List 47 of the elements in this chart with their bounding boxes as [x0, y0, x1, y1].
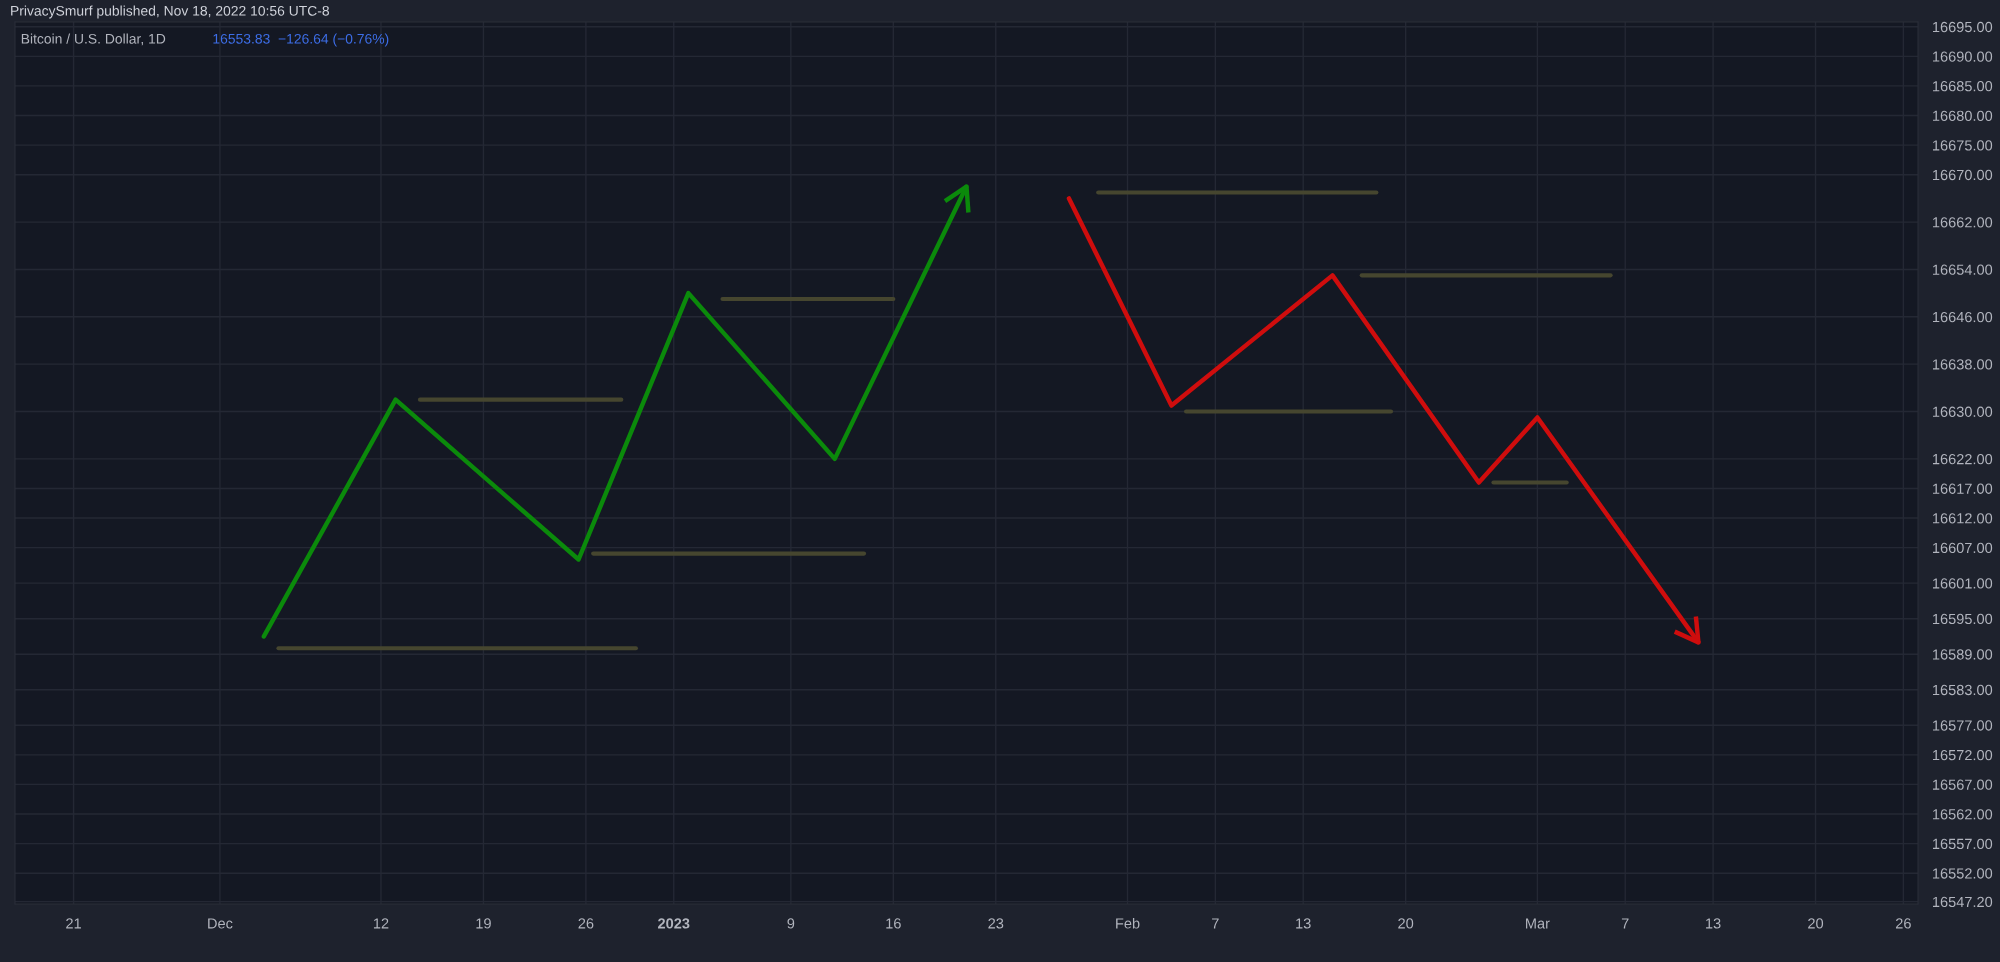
x-tick-label: 9: [787, 918, 795, 929]
x-tick-label: 7: [1212, 918, 1219, 929]
x-tick-label: 19: [476, 918, 491, 929]
x-tick-label: 13: [1296, 918, 1311, 929]
y-tick-label: 16601.00: [1933, 578, 1993, 589]
x-tick-label: 13: [1706, 918, 1721, 929]
y-tick-label: 16622.00: [1933, 453, 1993, 465]
y-tick-label: 16680.00: [1933, 110, 1993, 121]
y-tick-label: 16552.00: [1933, 868, 1993, 879]
y-tick-label: 16577.00: [1933, 720, 1993, 731]
y-tick-label: 16695.00: [1933, 21, 1993, 33]
chart-title: PrivacySmurf published, Nov 18, 2022 10:56 UTC-8: [11, 5, 329, 19]
y-tick-label: 16595.00: [1933, 613, 1993, 625]
x-tick-label: Dec: [208, 918, 233, 929]
y-tick-label: 16562.00: [1933, 809, 1993, 820]
x-tick-label: 23: [988, 918, 1004, 929]
y-tick-label: 16646.00: [1933, 311, 1993, 323]
y-tick-label: 16547.20: [1933, 896, 1993, 908]
x-tick-label: 7: [1621, 918, 1629, 929]
y-tick-label: 16675.00: [1933, 140, 1993, 151]
y-tick-label: 16572.00: [1933, 749, 1993, 761]
text: Bitcoin / U.S. Dollar, 1D: [21, 33, 166, 46]
y-tick-label: 16690.00: [1933, 51, 1993, 62]
y-tick-label: 16654.00: [1933, 264, 1993, 275]
y-tick-label: 16557.00: [1933, 838, 1993, 850]
x-tick-label: Feb: [1116, 917, 1140, 929]
x-tick-label: 21: [66, 918, 81, 929]
x-tick-label: 26: [1895, 918, 1911, 929]
y-tick-label: 16630.00: [1933, 406, 1993, 417]
y-tick-label: 16617.00: [1933, 483, 1993, 494]
y-tick-label: 16612.00: [1933, 513, 1993, 524]
x-tick-label: Mar: [1526, 918, 1550, 929]
y-tick-label: 16607.00: [1933, 542, 1993, 554]
x-tick-label: 12: [373, 918, 389, 929]
y-tick-label: 16685.00: [1933, 81, 1993, 92]
x-tick-label: 26: [578, 918, 594, 929]
y-tick-label: 16583.00: [1933, 684, 1993, 696]
x-tick-label: 16: [886, 918, 901, 929]
x-tick-label: 20: [1398, 918, 1414, 929]
y-tick-label: 16670.00: [1933, 169, 1993, 181]
y-tick-label: 16589.00: [1933, 649, 1993, 660]
y-tick-label: 16567.00: [1933, 779, 1993, 790]
y-tick-label: 16662.00: [1933, 217, 1993, 228]
x-tick-label: 2023: [658, 918, 690, 929]
y-tick-label: 16638.00: [1933, 359, 1993, 370]
annotation: 16553.83 −126.64 (−0.76%): [213, 33, 389, 47]
x-tick-label: 20: [1808, 918, 1824, 929]
